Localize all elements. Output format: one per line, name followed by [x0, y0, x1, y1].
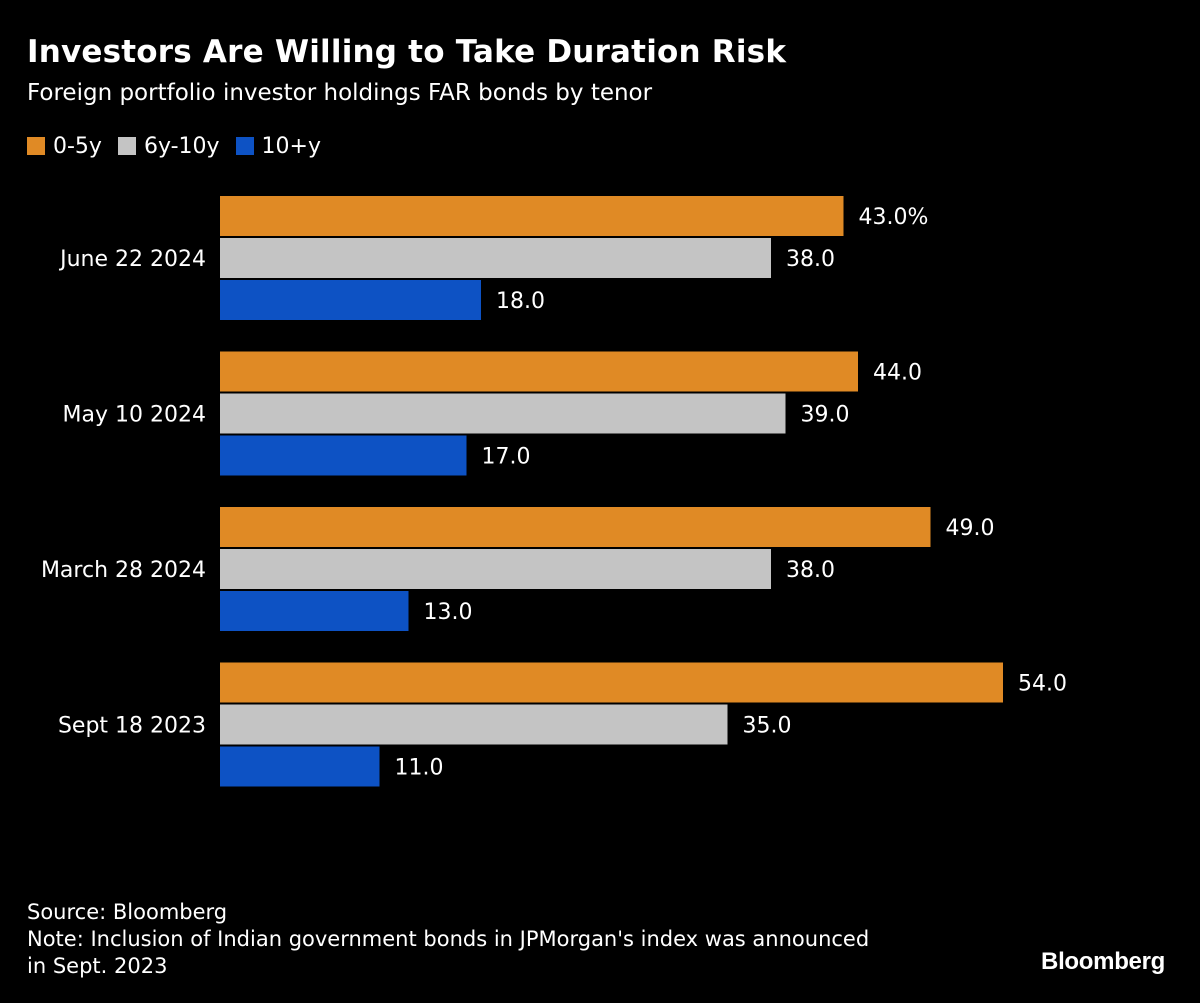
legend-item-0-5y: 0-5y	[27, 134, 102, 159]
bar-0-5y-0	[220, 196, 844, 236]
legend-swatch-0-5y	[27, 137, 45, 155]
bar-10plusy-3	[220, 746, 380, 787]
legend-label-6y-10y: 6y-10y	[143, 133, 220, 159]
category-label: Sept 18 2023	[58, 714, 206, 739]
bar-0-5y-1	[220, 351, 858, 392]
bar-6y-10y-2	[220, 549, 771, 589]
data-label: 13.0	[424, 600, 473, 625]
data-label: 44.0	[873, 361, 922, 386]
legend-swatch-6y-10y	[117, 137, 136, 155]
legend-label-0-5y: 0-5y	[53, 133, 102, 159]
data-label: 17.0	[482, 445, 531, 470]
bar-6y-10y-3	[220, 704, 728, 745]
bar-6y-10y-1	[220, 393, 786, 434]
category-label: May 10 2024	[63, 403, 206, 428]
legend-swatch-10plus-y	[235, 137, 254, 155]
bar-0-5y-2	[220, 507, 931, 547]
legend-item-6y-10y: 6y-10y	[117, 133, 220, 159]
bar-10plusy-0	[220, 280, 481, 320]
data-label: 35.0	[743, 714, 792, 739]
bar-10plusy-1	[220, 435, 467, 476]
legend-label-10plus-y: 10+y	[261, 133, 321, 159]
category-label: March 28 2024	[41, 558, 206, 583]
data-label: 49.0	[946, 516, 995, 541]
chart-subtitle: Foreign portfolio investor holdings FAR …	[27, 80, 653, 106]
bar-10plusy-2	[220, 591, 409, 631]
bar-6y-10y-0	[220, 238, 771, 278]
category-label: June 22 2024	[58, 247, 206, 272]
bloomberg-logo: Bloomberg	[1041, 948, 1165, 975]
data-label: 43.0%	[859, 205, 929, 230]
bar-0-5y-3	[220, 662, 1003, 703]
chart-title: Investors Are Willing to Take Duration R…	[27, 34, 787, 70]
footer: Source: Bloomberg Note: Inclusion of Ind…	[27, 899, 869, 980]
data-label: 38.0	[786, 247, 835, 272]
data-label: 18.0	[496, 289, 545, 314]
data-label: 11.0	[395, 756, 444, 781]
data-label: 39.0	[801, 403, 850, 428]
source-note: Source: Bloomberg	[27, 900, 228, 924]
data-label: 38.0	[786, 558, 835, 583]
footnote-line-1: Note: Inclusion of Indian government bon…	[27, 927, 870, 951]
data-label: 54.0	[1018, 672, 1067, 697]
footnote-line-2: in Sept. 2023	[27, 954, 168, 978]
legend-item-10plus-y: 10+y	[235, 133, 321, 159]
legend: 0-5y 6y-10y 10+y	[27, 133, 337, 159]
